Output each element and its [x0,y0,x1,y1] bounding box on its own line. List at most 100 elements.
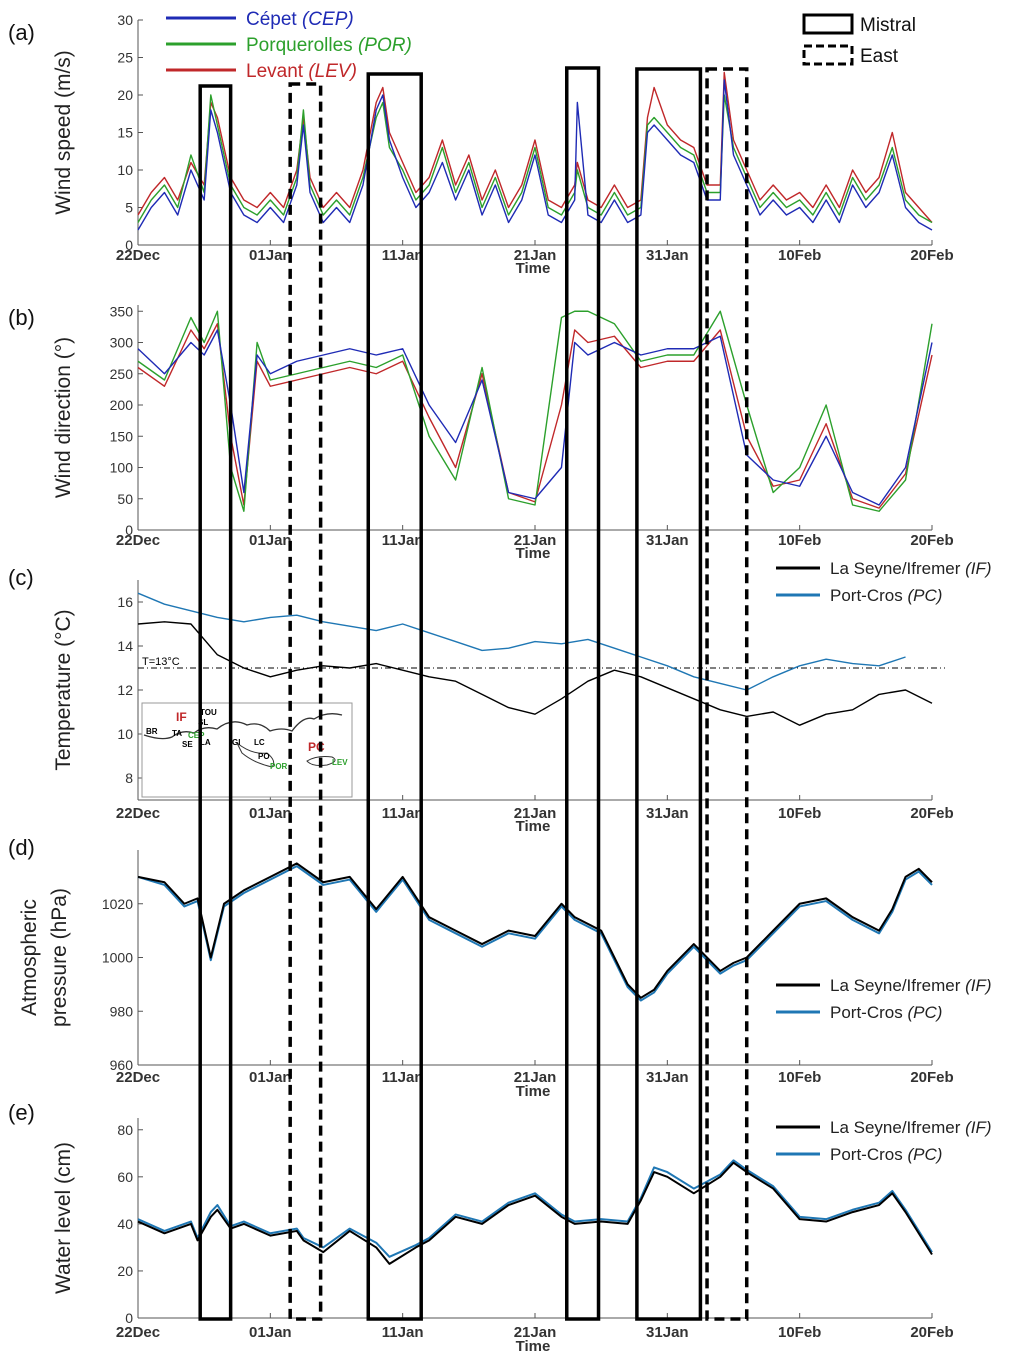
x-tick-label: 21Jan [514,1069,557,1086]
y-tick-label: 14 [117,638,133,654]
y-tick-label: 80 [117,1122,133,1138]
event-legend: Mistral East [802,13,916,67]
y-tick-label: 12 [117,682,133,698]
x-tick-label: 11Jan [382,805,424,822]
x-tick-label: 10Feb [778,805,821,822]
panel-label: (e) [8,1100,35,1125]
x-tick-label: 21Jan [514,805,557,822]
y-tick-label: 20 [117,87,133,103]
y-tick-label: 1020 [102,896,133,912]
series-line-c-pet [137,79,933,231]
x-tick-label: 11Jan [382,247,424,264]
legend-entry: Porquerolles (POR) [246,35,412,56]
y-tick-label: 350 [110,303,134,319]
x-tick-label: 20Feb [910,1324,953,1341]
legend-entry: La Seyne/Ifremer (IF) [830,976,992,995]
series-line-levant [137,71,933,223]
series-line-porquerolles [137,310,933,512]
x-tick-label: 22Dec [116,805,160,822]
map-label: POR [270,762,288,771]
panel-b: 0 50 100 150 200 250 300 350 22Dec 01Jan 11Jan 21Ja… [8,303,954,562]
panel-label: (c) [8,565,34,590]
station-legend: La Seyne/Ifremer (IF) Port-Cros (PC) [776,559,992,605]
y-axis-label: pressure (hPa) [48,888,71,1027]
y-tick-label: 150 [110,428,134,444]
peninsula [236,742,275,768]
x-axis-label: Time [516,260,551,277]
map-label: GI [232,738,240,747]
x-axis-label: Time [516,1083,551,1100]
x-tick-label: 31Jan [646,1324,689,1341]
series-line-port-cros [137,865,933,1002]
x-tick-label: 22Dec [116,1069,160,1086]
y-tick-label: 16 [117,594,133,610]
x-tick-label: 01Jan [249,805,292,822]
map-label: BR [146,727,158,736]
x-tick-label: 31Jan [646,805,689,822]
y-tick-label: 200 [110,397,134,413]
y-tick-label: 0 [125,237,133,253]
series-line-la-seyne-ifremer [137,621,933,726]
x-tick-label: 21Jan [514,532,557,549]
x-tick-label: 31Jan [646,532,689,549]
y-tick-label: 0 [125,1310,133,1326]
y-tick-label: 10 [117,162,133,178]
x-tick-label: 11Jan [382,1069,424,1086]
panel-d: 960 980 1000 1020 22Dec 01Jan 11Jan 21Jan 31Jan 1… [8,835,954,1100]
wind-legend: Cépet (CEP) Porquerolles (POR) Levant (LEV… [166,9,412,82]
x-tick-label: 10Feb [778,247,821,264]
legend-entry: Levant (LEV) [246,61,357,82]
legend-entry: Cépet (CEP) [246,9,354,30]
panel-label: (a) [8,20,35,45]
legend-entry: East [860,46,899,67]
y-tick-label: 100 [110,460,134,476]
series-line-la-seyne-ifremer [137,862,933,999]
event-box-mistral [635,67,703,1321]
y-tick-label: 980 [110,1003,134,1019]
y-tick-label: 250 [110,366,134,382]
x-tick-label: 10Feb [778,1069,821,1086]
event-box-east [288,82,323,1321]
y-tick-label: 50 [117,491,133,507]
legend-swatch [802,44,854,66]
x-tick-label: 31Jan [646,247,689,264]
series-line-porquerolles [137,94,933,224]
event-box-mistral [366,72,423,1321]
legend-entry: La Seyne/Ifremer (IF) [830,1118,992,1137]
panel-e: 0 20 40 60 80 22Dec 01Jan 11Jan 21Jan 31Jan 10Feb 2… [8,1100,954,1355]
x-tick-label: 01Jan [249,247,292,264]
y-tick-label: 10 [117,726,133,742]
x-tick-label: 11Jan [382,1324,424,1341]
y-axis-label: Water level (cm) [52,1142,75,1294]
y-tick-label: 25 [117,50,133,66]
x-tick-label: 20Feb [910,1069,953,1086]
y-tick-label: 1000 [102,950,133,966]
y-tick-label: 20 [117,1263,133,1279]
x-tick-label: 01Jan [249,1069,292,1086]
x-tick-label: 21Jan [514,1324,557,1341]
x-tick-label: 21Jan [514,247,557,264]
legend-entry: La Seyne/Ifremer (IF) [830,559,992,578]
event-box-mistral [565,66,601,1321]
y-tick-label: 60 [117,1169,133,1185]
y-tick-label: 5 [125,200,133,216]
series-line-port-cros [137,592,906,691]
x-axis-label: Time [516,545,551,562]
panel-a: 0 5 10 15 20 25 30 22Dec 01Jan 11Jan 21Jan 31Jan 10F… [8,12,954,277]
series-line-c-pet [137,329,933,506]
panel-label: (b) [8,305,35,330]
x-tick-label: 20Feb [910,532,953,549]
y-axis-label: Atmospheric [18,899,41,1016]
x-tick-label: 20Feb [910,247,953,264]
x-axis-label: Time [516,818,551,835]
panel-label: (d) [8,835,35,860]
map-label: LEV [332,758,348,767]
island [306,756,336,766]
coastline [143,713,343,740]
map-label: IF [176,710,187,724]
x-tick-label: 10Feb [778,1324,821,1341]
y-tick-label: 0 [125,522,133,538]
legend-entry: Mistral [860,15,916,36]
map-label: LC [254,738,265,747]
